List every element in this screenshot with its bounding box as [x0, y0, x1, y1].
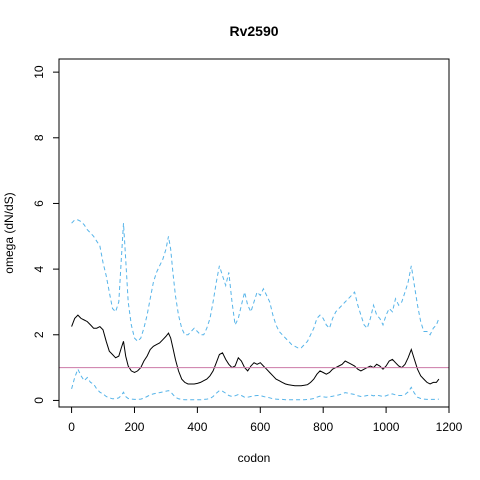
y-tick-label: 6 — [32, 200, 46, 207]
y-tick-label: 10 — [32, 65, 46, 79]
x-tick-label: 0 — [68, 420, 75, 434]
x-axis: 0 200 400 600 800 1000 1200 — [68, 406, 463, 434]
chart-title: Rv2590 — [229, 23, 278, 39]
series-line-estimate — [71, 314, 440, 387]
series-layer — [71, 219, 440, 401]
x-tick-label: 400 — [187, 420, 207, 434]
series-line-upper — [71, 219, 440, 349]
x-tick-label: 200 — [124, 420, 144, 434]
x-axis-label: codon — [238, 451, 271, 465]
x-tick-label: 800 — [313, 420, 333, 434]
y-axis: 0 2 4 6 8 10 — [32, 65, 60, 404]
x-tick-label: 1200 — [436, 420, 463, 434]
y-tick-label: 8 — [32, 134, 46, 141]
x-tick-label: 1000 — [373, 420, 400, 434]
y-tick-label: 4 — [32, 265, 46, 272]
y-axis-label: omega (dN/dS) — [2, 192, 16, 273]
x-tick-label: 600 — [250, 420, 270, 434]
y-tick-label: 2 — [32, 331, 46, 338]
y-tick-label: 0 — [32, 397, 46, 404]
